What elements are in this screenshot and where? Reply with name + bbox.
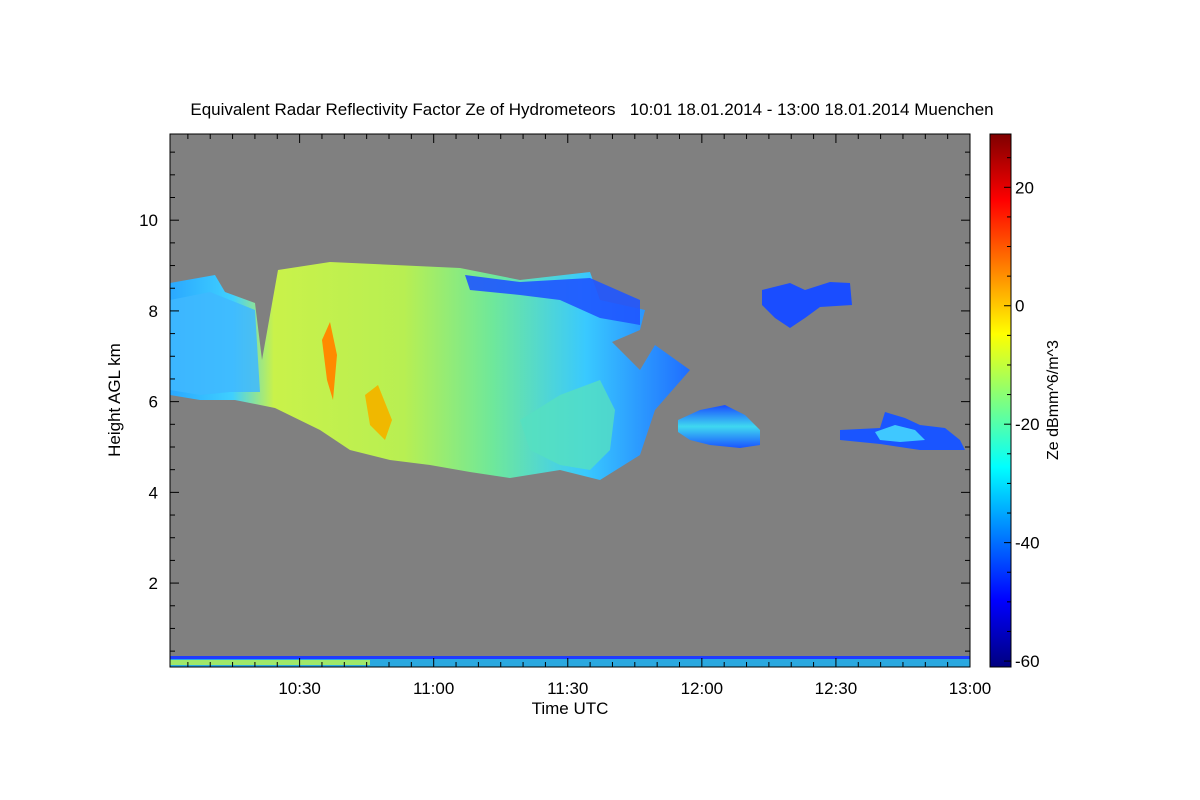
y-tick-label: 4 bbox=[149, 483, 158, 502]
x-tick-label: 10:30 bbox=[278, 679, 321, 698]
echo-main-left-edge bbox=[170, 292, 260, 395]
x-axis-label: Time UTC bbox=[532, 699, 609, 718]
y-tick-label: 2 bbox=[149, 574, 158, 593]
y-tick-label: 10 bbox=[139, 211, 158, 230]
colorbar-tick-label: -20 bbox=[1015, 415, 1040, 434]
echo-main-right-blue bbox=[520, 380, 615, 470]
y-axis-label: Height AGL km bbox=[105, 343, 124, 457]
colorbar-label: Ze dBmm^6/m^3 bbox=[1045, 340, 1062, 460]
x-tick-label: 12:30 bbox=[815, 679, 858, 698]
echo-main-upper-blue bbox=[465, 275, 640, 325]
echo-core-orange bbox=[322, 322, 337, 400]
x-tick-label: 13:00 bbox=[949, 679, 992, 698]
plot-frame bbox=[169, 133, 971, 668]
x-tick-label: 11:30 bbox=[547, 679, 588, 698]
colorbar bbox=[989, 133, 1012, 668]
chart-title: Equivalent Radar Reflectivity Factor Ze … bbox=[190, 100, 993, 119]
echo-core-yellow bbox=[365, 385, 392, 440]
echo-upper-patch bbox=[762, 282, 852, 328]
colorbar-tick-label: 20 bbox=[1015, 178, 1034, 197]
echo-near-surface-clutter-green bbox=[170, 660, 370, 665]
y-tick-label: 8 bbox=[149, 302, 158, 321]
x-tick-label: 12:00 bbox=[681, 679, 724, 698]
colorbar-tick-label: 0 bbox=[1015, 297, 1024, 316]
echo-field bbox=[170, 262, 970, 667]
x-tick-label: 11:00 bbox=[413, 679, 454, 698]
colorbar-tick-label: -60 bbox=[1015, 652, 1040, 671]
y-tick-label: 6 bbox=[149, 393, 158, 412]
colorbar-axis: 20 0 -20 -40 -60 bbox=[1004, 157, 1040, 671]
x-axis: 10:30 11:00 11:30 12:00 12:30 13:00 bbox=[187, 134, 992, 698]
colorbar-tick-label: -40 bbox=[1015, 534, 1040, 553]
echo-near-surface-clutter-top bbox=[170, 656, 970, 659]
echo-mid-level-band bbox=[678, 405, 760, 448]
echo-near-surface-clutter bbox=[170, 656, 970, 667]
y-axis: 2 4 6 8 10 bbox=[139, 151, 970, 652]
echo-late-band-core bbox=[875, 425, 925, 442]
